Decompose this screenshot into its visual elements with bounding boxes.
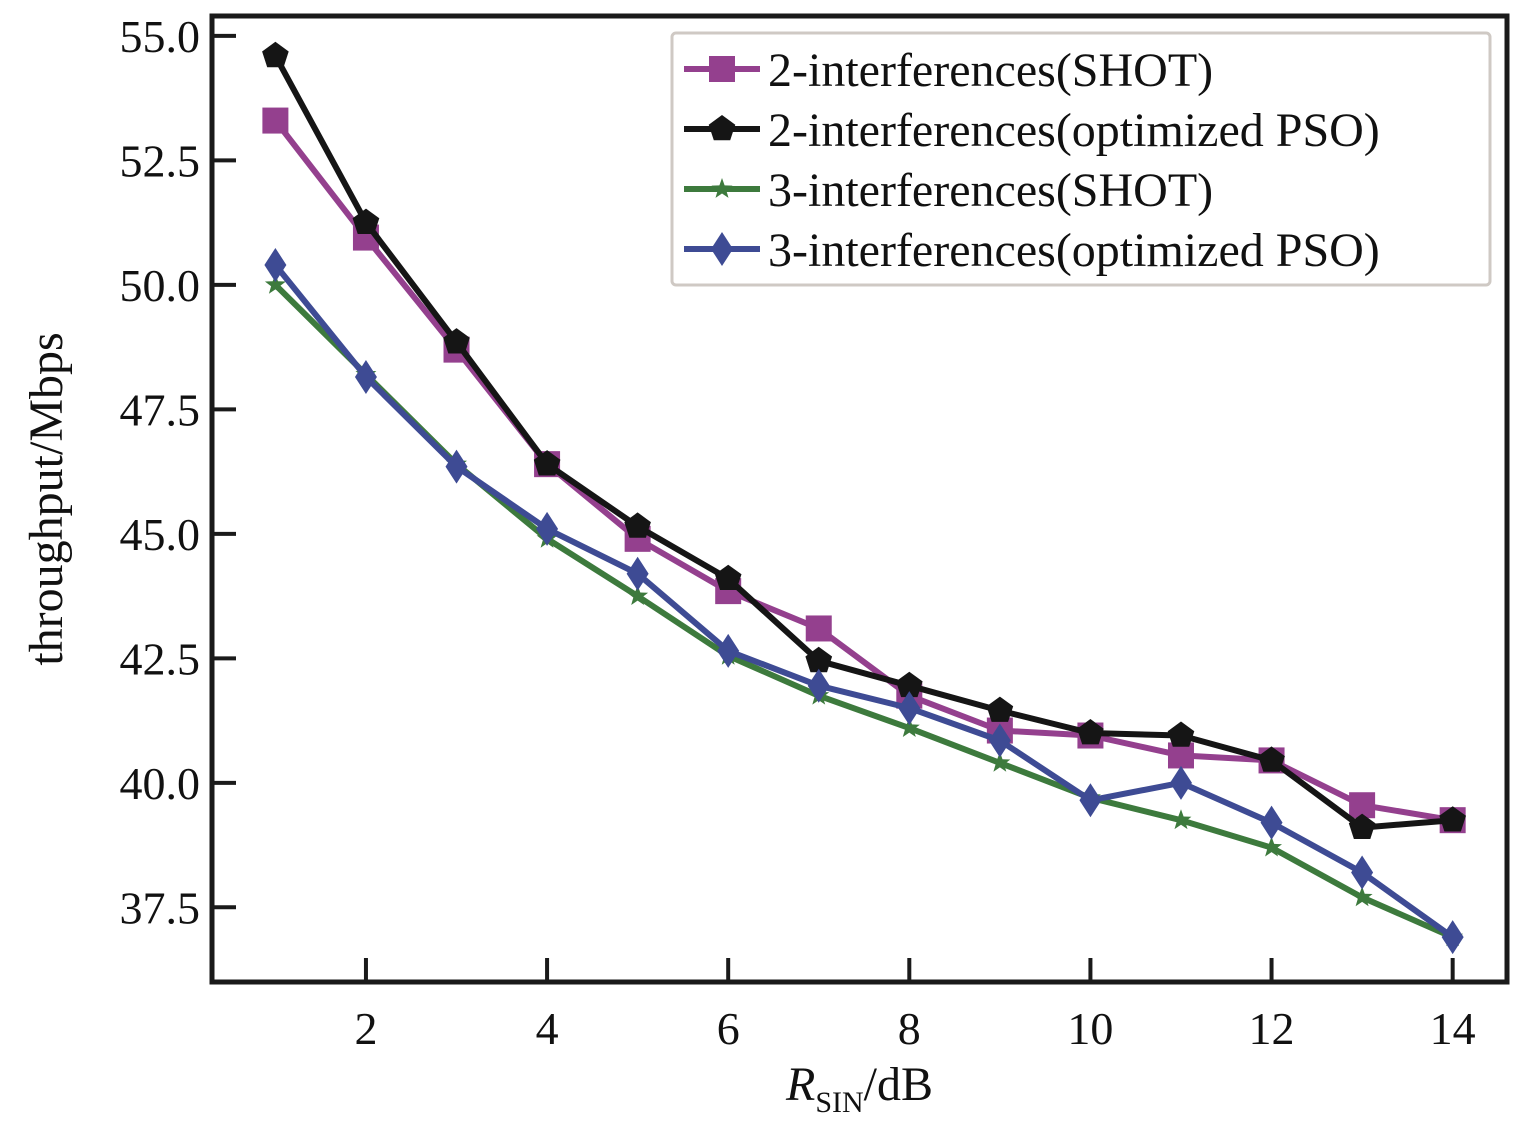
data-point [1439,806,1466,832]
data-point [264,247,287,282]
y-tick-label: 50.0 [120,260,201,311]
x-tick-label: 4 [536,1003,559,1054]
legend-box [670,31,1492,287]
x-tick-label: 10 [1067,1003,1113,1054]
x-tick-label: 14 [1430,1003,1476,1054]
legend-label: 2-interferences(SHOT) [768,44,1213,97]
data-point [717,633,740,668]
series-line [272,262,1456,941]
x-tick-label: 6 [717,1003,740,1054]
data-point [805,615,832,642]
y-tick-label: 37.5 [120,882,201,933]
y-tick-label: 45.0 [120,509,201,560]
y-axis-title: throughput/Mbps [20,332,73,665]
x-axis-title: RSIN/dB [785,1058,933,1119]
data-point [986,696,1014,722]
y-tick-label: 47.5 [120,384,201,435]
legend-swatch-marker [709,56,735,82]
data-point [1261,836,1282,857]
data-point [354,360,377,395]
x-tick-label: 8 [898,1003,921,1054]
data-point [1079,783,1102,818]
y-tick-label: 52.5 [120,135,201,186]
data-point [1170,809,1192,830]
data-point [352,208,380,234]
x-axis-title-subscript: SIN [815,1086,863,1119]
y-tick-label: 55.0 [120,11,201,62]
x-tick-label: 2 [354,1003,377,1054]
data-point [533,450,561,476]
data-point [1348,813,1376,839]
series-line [272,52,1456,831]
data-point [1077,719,1104,745]
data-point [445,449,468,484]
legend-item: 2-interferences(optimized PSO) [684,104,1380,157]
legend-item: 2-interferences(SHOT) [684,44,1213,97]
legend-swatch-marker [708,115,736,141]
legend-label: 2-interferences(optimized PSO) [768,104,1380,157]
data-point [805,646,833,673]
legend-swatch-marker [711,178,733,198]
data-point [626,556,649,591]
data-point [264,273,286,294]
legend-label: 3-interferences(optimized PSO) [768,224,1380,277]
legend-item: 3-interferences(optimized PSO) [684,224,1380,277]
series-line [272,117,1456,824]
data-point [1351,886,1373,907]
data-point [898,717,920,737]
data-point [1441,920,1464,955]
x-axis-title-suffix: /dB [864,1058,933,1111]
data-point [896,671,923,698]
data-point [627,585,649,605]
x-axis: 2 4 6 8 10 12 14 [354,958,1476,1054]
legend-item: 3-interferences(SHOT) [684,164,1213,217]
data-point [989,751,1011,772]
data-point [1258,746,1285,772]
y-tick-label: 42.5 [120,633,201,684]
series-2 [262,41,1466,839]
data-point [807,668,830,703]
data-point [988,723,1011,758]
data-point [1167,721,1195,747]
legend: 2-interferences(SHOT) 2-interferences(opt… [670,31,1492,287]
data-point [714,564,742,590]
data-point [1169,765,1192,800]
data-point [536,511,559,546]
data-point [262,107,289,134]
legend-swatch-marker [711,232,733,266]
y-axis: 37.5 40.0 42.5 45.0 47.5 50.0 52.5 55.0 [120,11,236,933]
data-point [624,512,651,538]
data-point [1260,805,1283,840]
series-4 [264,247,1464,955]
data-point [262,41,289,68]
data-point [1351,855,1374,890]
series-layer [262,41,1466,955]
y-tick-label: 40.0 [120,758,201,809]
x-axis-title-main: R [785,1058,815,1111]
data-point [443,328,470,354]
data-point [898,691,921,726]
x-tick-label: 12 [1249,1003,1295,1054]
legend-label: 3-interferences(SHOT) [768,164,1213,217]
